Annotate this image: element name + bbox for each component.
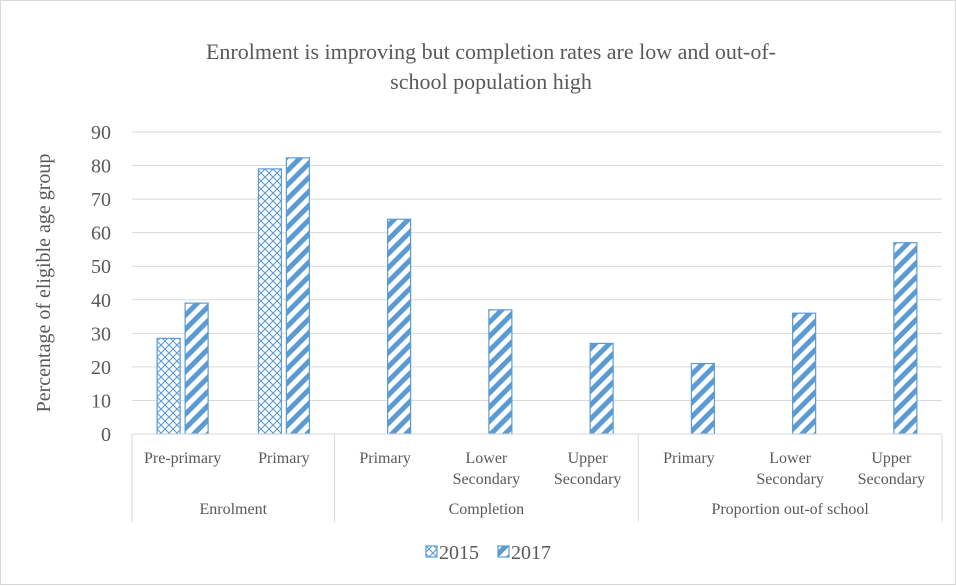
legend-label-2015: 2015 (439, 542, 479, 564)
legend-label-2017: 2017 (511, 542, 551, 564)
bar-2017-2 (387, 218, 412, 435)
x-category-label: Primary (258, 450, 310, 467)
bar-2017-3 (488, 309, 513, 435)
x-category-label: Primary (663, 450, 715, 467)
x-category-label: Secondary (554, 471, 622, 488)
y-tick-label: 90 (91, 122, 111, 144)
x-category-label: Secondary (453, 471, 521, 488)
y-tick-label: 30 (91, 323, 111, 345)
x-group-label: Enrolment (199, 501, 267, 518)
y-tick-label: 20 (91, 357, 111, 379)
bar-2015-1 (257, 168, 282, 435)
y-tick-label: 70 (91, 189, 111, 211)
x-category-label: Upper (568, 450, 609, 467)
y-tick-label: 40 (91, 290, 111, 312)
chart-title-line-2: school population high (390, 69, 592, 94)
x-category-label: Lower (769, 450, 811, 467)
bar-2017-5 (690, 362, 715, 435)
x-category-label: Primary (359, 450, 411, 467)
y-tick-label: 60 (91, 223, 111, 245)
bar-2017-1 (285, 157, 310, 435)
x-category-label: Lower (465, 450, 507, 467)
legend-swatch-2017 (497, 545, 510, 558)
y-tick-label: 50 (91, 256, 111, 278)
y-tick-label: 10 (91, 390, 111, 412)
bar-2017-0 (184, 302, 209, 435)
x-group-label: Completion (449, 501, 525, 518)
bar-2017-7 (893, 242, 918, 435)
y-tick-label: 0 (101, 424, 111, 446)
bar-2015-0 (156, 337, 181, 435)
x-category-label: Pre-primary (144, 450, 221, 467)
x-group-label: Proportion out-of school (711, 501, 869, 518)
chart-title-line-1: Enrolment is improving but completion ra… (206, 39, 776, 64)
bar-2017-4 (589, 342, 614, 435)
x-category-label: Secondary (756, 471, 824, 488)
y-tick-label: 80 (91, 156, 111, 178)
x-category-label: Upper (871, 450, 912, 467)
y-axis-label: Percentage of eligible age group (33, 154, 55, 413)
legend-swatch-2015 (425, 545, 438, 558)
bar-2017-6 (792, 312, 817, 435)
x-category-label: Secondary (858, 471, 926, 488)
